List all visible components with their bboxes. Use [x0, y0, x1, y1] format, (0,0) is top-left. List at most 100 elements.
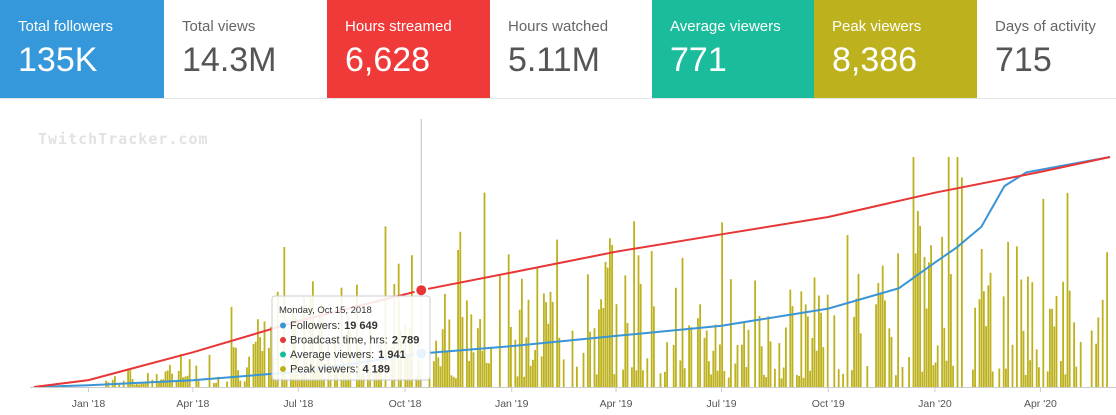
peak-viewers-bar: [257, 319, 259, 387]
peak-viewers-bar: [961, 177, 963, 387]
peak-viewers-bar: [888, 328, 891, 387]
peak-viewers-bar: [688, 325, 690, 387]
peak-viewers-bar: [437, 357, 440, 387]
peak-viewers-bar: [188, 359, 191, 387]
peak-viewers-bar: [745, 367, 748, 387]
peak-viewers-bar: [980, 249, 983, 387]
peak-viewers-bar: [624, 275, 627, 387]
stats-bar: Total followers 135K Total views 14.3M Hours…: [0, 0, 1116, 98]
peak-viewers-bar: [532, 359, 534, 387]
peak-viewers-bar: [1042, 198, 1045, 387]
stat-tile: Total views 14.3M: [164, 0, 327, 98]
peak-viewers-bar: [298, 378, 301, 387]
peak-viewers-bar: [679, 360, 682, 387]
peak-viewers-bar: [571, 330, 574, 387]
peak-viewers-bar: [261, 351, 264, 387]
peak-viewers-bar: [468, 361, 470, 387]
peak-viewers-bar: [807, 316, 809, 387]
tooltip-row: Average viewers: 1 941: [290, 349, 406, 361]
x-tick-label: Apr '20: [1024, 398, 1057, 410]
peak-viewers-bar: [516, 376, 519, 387]
peak-viewers-bar: [719, 344, 721, 387]
peak-viewers-bar: [593, 328, 596, 387]
x-tick-label: Oct '18: [389, 398, 422, 410]
peak-viewers-bar: [734, 363, 737, 387]
peak-viewers-bar: [802, 377, 805, 387]
peak-viewers-bar: [947, 157, 950, 387]
peak-viewers-bar: [758, 315, 761, 387]
peak-viewers-bar: [809, 370, 811, 387]
peak-viewers-bar: [490, 346, 492, 387]
peak-viewers-bar: [582, 352, 585, 387]
peak-viewers-bar: [1066, 192, 1069, 387]
peak-viewers-bar: [780, 378, 783, 387]
peak-viewers-bar: [457, 250, 459, 387]
peak-viewers-bar: [1022, 330, 1025, 387]
peak-viewers-bar: [846, 235, 849, 387]
peak-viewers-bar: [446, 351, 448, 387]
peak-viewers-bar: [712, 350, 715, 387]
peak-viewers-bar: [930, 245, 932, 387]
peak-viewers-bar: [507, 254, 510, 387]
peak-viewers-bar: [217, 376, 220, 387]
stat-tile: Hours watched 5.11M: [490, 0, 652, 98]
peak-viewers-bar: [433, 361, 435, 387]
peak-viewers-bar: [681, 257, 684, 387]
peak-viewers-bar: [708, 361, 710, 387]
peak-viewers-bar: [1049, 308, 1051, 387]
peak-viewers-bar: [184, 376, 187, 387]
channel-chart[interactable]: TwitchTracker.com Jan '18 Apr '18 Jul '18 O…: [0, 99, 1116, 415]
peak-viewers-bar: [169, 364, 171, 387]
peak-viewers-bar: [635, 370, 638, 387]
peak-viewers-bar: [488, 363, 490, 387]
peak-viewers-bar: [782, 367, 785, 387]
peak-viewers-bar: [785, 327, 787, 387]
peak-viewers-bar: [637, 255, 640, 387]
peak-viewers-bar: [428, 374, 431, 387]
tooltip-date: Monday, Oct 15, 2018: [279, 305, 372, 316]
peak-viewers-bar: [730, 279, 732, 387]
peak-viewers-bar: [743, 322, 745, 387]
peak-viewers-bar: [1060, 361, 1062, 387]
peak-viewers-bar: [1068, 290, 1071, 387]
peak-viewers-bar: [595, 374, 598, 387]
peak-viewers-bar: [1106, 252, 1108, 387]
peak-viewers-bar: [600, 299, 602, 387]
peak-viewers-bar: [166, 370, 169, 387]
stat-label: Peak viewers: [832, 18, 922, 35]
peak-viewers-bar: [921, 371, 924, 387]
peak-viewers-bar: [705, 330, 708, 387]
peak-viewers-bar: [263, 321, 266, 387]
tooltip-bullet: [280, 337, 286, 343]
peak-viewers-bar: [987, 285, 990, 387]
peak-viewers-bar: [259, 337, 261, 387]
peak-viewers-bar: [195, 365, 198, 387]
peak-viewers-bar: [820, 312, 822, 387]
peak-viewers-bar: [518, 309, 521, 387]
peak-viewers-bar: [804, 304, 807, 387]
peak-viewers-bar: [699, 304, 701, 387]
stat-value: 771: [670, 41, 727, 79]
tooltip-bullet: [280, 366, 286, 372]
peak-viewers-bar: [1073, 322, 1075, 387]
x-tick-label: Jan '19: [495, 398, 529, 410]
x-tick-label: Apr '19: [600, 398, 633, 410]
peak-viewers-bar: [716, 370, 719, 387]
peak-viewers-bar: [556, 239, 558, 387]
peak-viewers-bar: [534, 350, 536, 387]
peak-viewers-bar: [925, 308, 928, 387]
peak-viewers-bar: [998, 368, 1001, 387]
peak-viewers-bar: [510, 326, 512, 387]
watermark: TwitchTracker.com: [38, 130, 209, 148]
peak-viewers-bar: [439, 366, 442, 387]
peak-viewers-bar: [727, 377, 730, 387]
peak-viewers-bar: [138, 384, 140, 387]
peak-viewers-bar: [626, 323, 629, 387]
peak-viewers-bar: [760, 346, 763, 387]
peak-viewers-bar: [1079, 341, 1082, 387]
peak-viewers-bar: [1035, 349, 1038, 387]
peak-viewers-bar: [345, 375, 347, 387]
tooltip-box: [271, 295, 431, 381]
peak-viewers-bar: [897, 253, 899, 387]
peak-viewers-bar: [1053, 326, 1056, 387]
